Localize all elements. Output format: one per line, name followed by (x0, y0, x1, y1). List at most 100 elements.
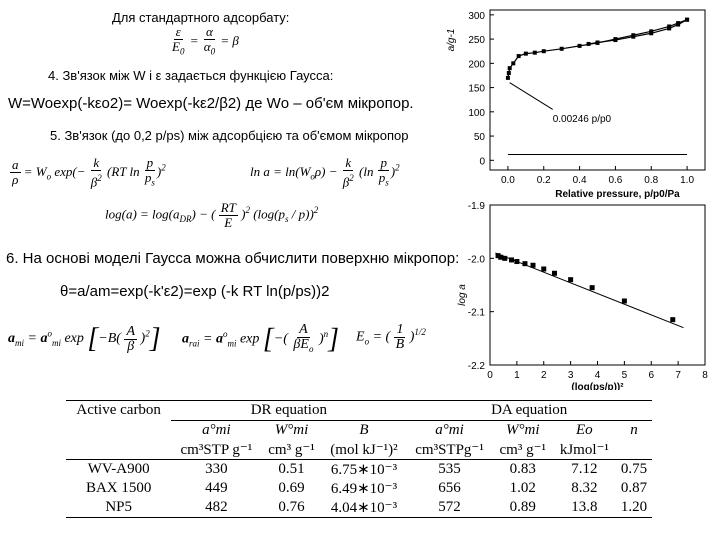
annotation-leader (509, 82, 553, 110)
data-point (502, 255, 508, 261)
cell: 482 (171, 498, 262, 518)
table-row: BAX 1500 449 0.69 6.49∗10⁻³ 656 1.02 8.3… (66, 479, 652, 498)
cell: 6.75∗10⁻³ (330, 462, 398, 478)
x-tick-label: 0.2 (537, 175, 551, 186)
x-tick-label: 3 (568, 370, 574, 381)
data-point (522, 261, 528, 267)
cell: 4.04∗10⁻³ (321, 498, 407, 518)
col-header-carbon: Active carbon (66, 400, 172, 421)
data-point (621, 298, 627, 304)
data-point (514, 259, 520, 265)
sym-2: B (359, 422, 369, 438)
item-6-surface: 6. На основі моделі Гаусса можна обчисли… (6, 250, 460, 267)
unit-5: kJmol⁻¹ (552, 440, 616, 460)
data-point (670, 317, 676, 323)
data-point (649, 31, 654, 36)
y-tick-label: 50 (474, 132, 486, 143)
formula-log-a: log(a) = log(aDR) − ( RT E )2 (log(ps / p… (105, 200, 319, 230)
cell: 0.76 (261, 498, 322, 518)
data-point (541, 49, 546, 54)
unit-6 (615, 440, 652, 460)
isotherm-chart: 0 50 100 150 200 250 300 0.0 0.2 0.4 0.6 0.8 1.0Rela… (446, 9, 706, 200)
data-point (507, 66, 512, 71)
data-point (595, 40, 600, 45)
cell: 7.12 (571, 461, 598, 477)
data-point (613, 38, 618, 43)
cell: 0.69 (278, 480, 305, 496)
cell: 13.8 (552, 498, 616, 518)
formula-ln-a: ln a = ln(Woρ) − k β2 (ln p ps)2 (250, 155, 400, 190)
data-point (498, 254, 504, 260)
data-point (559, 46, 564, 51)
formula-theta: θ=a/am=exp(-k'ε2)=exp (-k RT ln(p/ps))2 (60, 283, 330, 300)
x-tick-label: 5 (622, 370, 628, 381)
cell: BAX 1500 (85, 480, 152, 496)
cell: 0.83 (509, 461, 536, 477)
y-tick-label: 100 (468, 108, 485, 119)
x-tick-label: 1.0 (680, 175, 694, 186)
cell: 656 (438, 480, 461, 496)
data-point (541, 266, 547, 272)
x-axis-label: (log(ps/p))² (571, 382, 624, 390)
y-tick-label: -2.2 (468, 361, 486, 372)
x-tick-label: 0.0 (501, 175, 515, 186)
cell: 1.02 (509, 480, 536, 496)
data-point (516, 54, 521, 59)
table-row: NP5 482 0.76 4.04∗10⁻³ 572 0.89 13.8 1.2… (66, 498, 652, 518)
data-point (532, 50, 537, 55)
sym-6: n (630, 422, 638, 438)
cell: 0.75 (620, 461, 648, 477)
data-point (523, 51, 528, 56)
sym-1: W°mi (274, 422, 309, 438)
sym-5: Eo (576, 422, 593, 438)
y-axis-label: log a (457, 284, 468, 306)
col-header-da: DA equation (406, 400, 652, 421)
series-line (507, 19, 688, 78)
data-point (530, 262, 536, 268)
series-line (588, 19, 688, 45)
annotation: 0.00246 p/p0 (553, 114, 612, 125)
table-row: WV-A900 330 0.51 6.75∗10⁻³ 535 0.83 7.12… (66, 460, 652, 480)
heading-standard-adsorbate: Для стандартного адсорбату: (112, 10, 290, 25)
y-tick-label: 200 (468, 59, 485, 70)
data-point (667, 26, 672, 31)
dr-plot-chart: -1.9 -2.0 -2.1 -2.20 1 2 3 4 5 6 7 8 (log(ps/p))² log… (457, 201, 708, 390)
data-point (568, 277, 574, 283)
y-tick-label: 300 (468, 11, 485, 22)
x-tick-label: 0.4 (573, 175, 587, 186)
y-tick-label: 0 (479, 156, 485, 167)
x-tick-label: 1 (514, 370, 520, 381)
data-point (511, 61, 516, 66)
unit-4: cm³ g⁻¹ (492, 440, 553, 460)
cell: 0.51 (278, 461, 305, 477)
cell: 1.20 (615, 498, 652, 518)
y-tick-label: -2.1 (468, 308, 486, 319)
data-point (685, 17, 690, 22)
y-tick-label: -2.0 (468, 254, 486, 265)
sym-0: a°mi (202, 422, 231, 438)
cell: 330 (205, 461, 228, 477)
col-header-dr: DR equation (171, 400, 407, 421)
data-point (552, 270, 557, 276)
cell: 0.89 (492, 498, 553, 518)
plot-frame (489, 204, 706, 366)
data-point (589, 285, 595, 291)
unit-2: (mol kJ⁻¹)² (321, 440, 407, 460)
cell: 449 (205, 480, 228, 496)
sym-3: a°mi (435, 422, 464, 438)
cell: 572 (406, 498, 493, 518)
adsorption-parameters-table: Active carbon DR equation DA equation a°… (66, 400, 652, 518)
x-tick-label: 0.6 (608, 175, 622, 186)
unit-0: cm³STP g⁻¹ (171, 440, 262, 460)
item-5-relation: 5. Зв'язок (до 0,2 p/ps) між адсорбцією … (50, 128, 409, 143)
item-4-gauss: 4. Зв'язок між W і ε задається функцією … (48, 68, 334, 83)
data-point (676, 22, 681, 27)
x-tick-label: 2 (541, 370, 547, 381)
x-tick-label: 6 (648, 370, 654, 381)
data-point (495, 253, 501, 259)
unit-3: cm³STPg⁻¹ (406, 440, 493, 460)
x-tick-label: 4 (595, 370, 601, 381)
x-axis-label: Relative pressure, p/p0/Pa (555, 189, 680, 200)
